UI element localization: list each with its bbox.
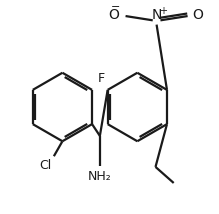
- Text: NH₂: NH₂: [88, 170, 112, 183]
- Text: F: F: [97, 71, 104, 85]
- Text: O: O: [192, 8, 203, 22]
- Text: +: +: [159, 6, 168, 16]
- Text: O: O: [108, 8, 119, 22]
- Text: −: −: [111, 2, 120, 12]
- Text: Cl: Cl: [39, 159, 52, 172]
- Text: N: N: [151, 8, 162, 22]
